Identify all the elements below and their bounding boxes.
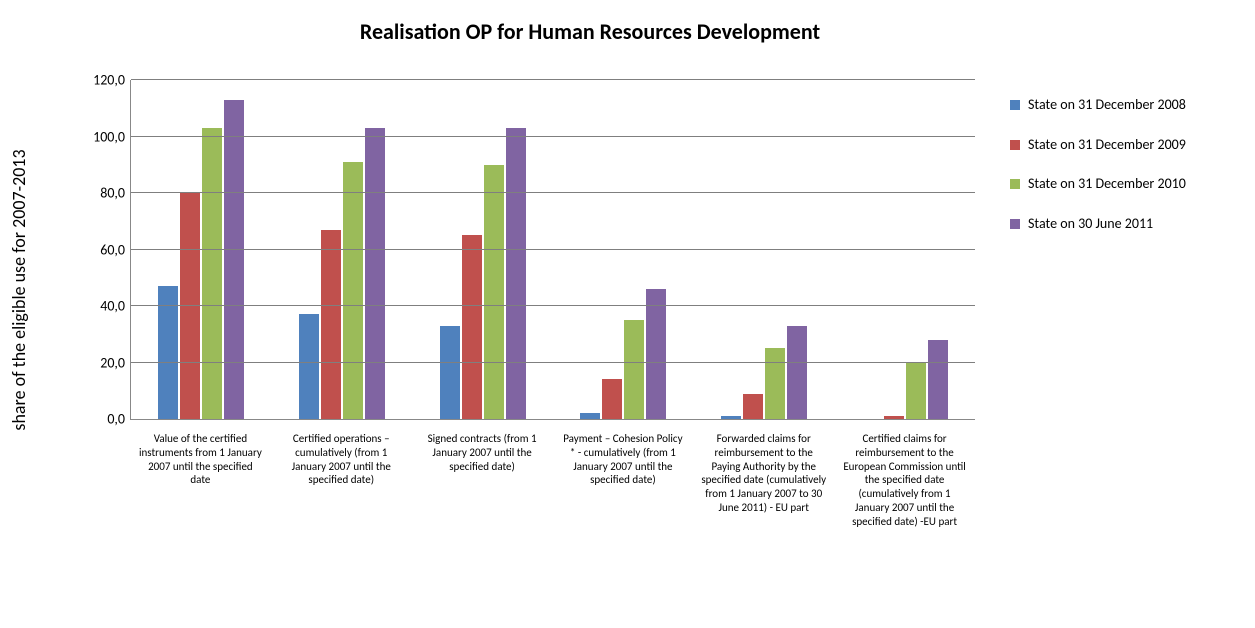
bar — [884, 416, 904, 419]
bar — [646, 289, 666, 419]
bar-group — [131, 80, 272, 419]
bar — [743, 394, 763, 419]
bar-group — [412, 80, 553, 419]
bar — [906, 363, 926, 420]
bar — [321, 230, 341, 419]
bar — [462, 235, 482, 419]
legend-label: State on 31 December 2010 — [1028, 175, 1186, 193]
bar-group — [834, 80, 975, 419]
bar — [602, 379, 622, 419]
x-axis-labels: Value of the certified instruments from … — [130, 426, 975, 528]
y-tick-label: 100,0 — [93, 128, 125, 145]
legend-label: State on 31 December 2008 — [1028, 96, 1186, 114]
bar — [624, 320, 644, 419]
bar — [343, 162, 363, 419]
legend-swatch — [1010, 219, 1020, 229]
gridline — [131, 249, 975, 250]
bar — [928, 340, 948, 419]
legend-item: State on 31 December 2008 — [1010, 96, 1250, 114]
x-axis-label: Value of the certified instruments from … — [130, 426, 271, 528]
y-tick-label: 20,0 — [100, 354, 125, 371]
y-tick-label: 0,0 — [107, 411, 125, 428]
x-axis-label: Certified operations – cumulatively (fro… — [271, 426, 412, 528]
legend-item: State on 31 December 2009 — [1010, 136, 1250, 154]
bar — [180, 193, 200, 419]
legend-swatch — [1010, 140, 1020, 150]
bar — [580, 413, 600, 419]
bar — [765, 348, 785, 419]
y-tick-label: 40,0 — [100, 298, 125, 315]
legend-swatch — [1010, 179, 1020, 189]
plot-area: 0,020,040,060,080,0100,0120,0 — [130, 80, 975, 420]
x-axis-label: Forwarded claims for reimbursement to th… — [693, 426, 834, 528]
legend-item: State on 31 December 2010 — [1010, 175, 1250, 193]
gridline — [131, 305, 975, 306]
bar-group — [272, 80, 413, 419]
gridline — [131, 136, 975, 137]
bar-group — [694, 80, 835, 419]
bar — [506, 128, 526, 419]
bar — [787, 326, 807, 419]
chart-title: Realisation OP for Human Resources Devel… — [200, 18, 980, 45]
y-tick-label: 120,0 — [93, 72, 125, 89]
bar-group — [553, 80, 694, 419]
legend: State on 31 December 2008 State on 31 Dec… — [1010, 96, 1250, 254]
y-tick-label: 80,0 — [100, 185, 125, 202]
x-axis-label: Certified claims for reimbursement to th… — [834, 426, 975, 528]
bar — [484, 165, 504, 419]
gridline — [131, 192, 975, 193]
bar — [224, 100, 244, 419]
bar — [440, 326, 460, 419]
bar — [721, 416, 741, 419]
bar — [202, 128, 222, 419]
bar-groups — [131, 80, 975, 419]
y-tick-label: 60,0 — [100, 241, 125, 258]
y-axis-label: share of the eligible use for 2007-2013 — [8, 60, 30, 520]
bar — [365, 128, 385, 419]
bar — [158, 286, 178, 419]
legend-label: State on 30 June 2011 — [1028, 215, 1153, 233]
legend-label: State on 31 December 2009 — [1028, 136, 1186, 154]
x-axis-label: Signed contracts (from 1 January 2007 un… — [412, 426, 553, 528]
x-axis-label: Payment – Cohesion Policy * - cumulative… — [552, 426, 693, 528]
legend-swatch — [1010, 100, 1020, 110]
gridline — [131, 362, 975, 363]
gridline — [131, 79, 975, 80]
bar — [299, 314, 319, 419]
chart: Realisation OP for Human Resources Devel… — [0, 0, 1255, 628]
legend-item: State on 30 June 2011 — [1010, 215, 1250, 233]
